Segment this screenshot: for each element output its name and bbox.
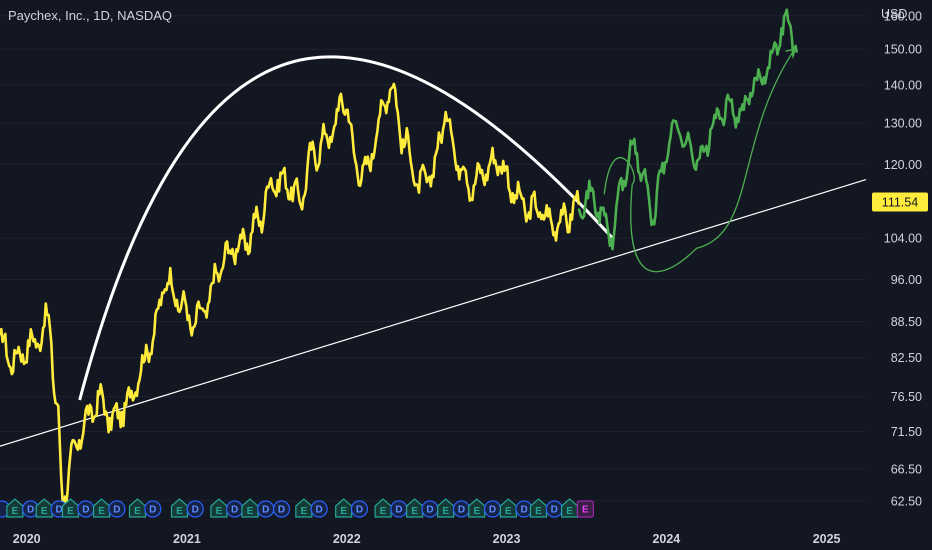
event-label: E	[411, 506, 418, 517]
event-label: E	[442, 506, 449, 517]
price-badge-bg	[872, 192, 928, 212]
arc-curve	[78, 55, 614, 401]
event-label: E	[505, 506, 512, 517]
event-label: D	[316, 505, 323, 516]
event-label: D	[520, 505, 527, 516]
arc[interactable]	[78, 55, 614, 401]
y-tick-label: 88.50	[891, 315, 922, 329]
price-badge: 111.54	[872, 192, 928, 212]
event-label: E	[134, 506, 141, 517]
trendline[interactable]	[0, 179, 867, 447]
event-label: E	[301, 506, 308, 517]
dividend-marker[interactable]	[272, 500, 291, 518]
event-label: D	[278, 505, 285, 516]
y-tick-label: 120.00	[884, 158, 922, 172]
event-label: E	[216, 506, 223, 517]
series-line-projection	[577, 8, 799, 251]
upcoming-earnings-marker[interactable]	[576, 500, 594, 518]
event-label: D	[113, 505, 120, 516]
y-tick-label: 160.00	[884, 9, 922, 23]
y-tick-label: 150.00	[884, 43, 922, 57]
x-tick-label: 2024	[652, 532, 680, 546]
series-line-historical	[0, 82, 581, 507]
event-label: D	[262, 505, 269, 516]
x-tick-label: 2025	[813, 532, 841, 546]
event-label: D	[27, 505, 34, 516]
event-label: E	[582, 505, 589, 516]
event-label: D	[82, 505, 89, 516]
historical-series	[0, 82, 581, 507]
y-tick-label: 96.00	[891, 273, 922, 287]
event-label: D	[395, 505, 402, 516]
event-label: D	[55, 505, 62, 516]
y-axis[interactable]: 62.50 66.50 71.50 76.50 82.50 88.50 96.00 104.0…	[884, 9, 922, 508]
grid	[0, 15, 866, 502]
x-tick-label: 2020	[13, 532, 41, 546]
event-label: D	[489, 505, 496, 516]
event-label: E	[41, 506, 48, 517]
dividend-marker[interactable]	[108, 500, 126, 518]
y-tick-label: 62.50	[891, 494, 922, 508]
x-tick-label: 2021	[173, 532, 201, 546]
symbol-title[interactable]: Paychex, Inc., 1D, NASDAQ	[8, 8, 173, 23]
event-label: D	[192, 505, 199, 516]
currency-label: USD	[881, 7, 907, 21]
arrow-head	[785, 48, 796, 59]
y-tick-label: 130.00	[884, 117, 922, 131]
event-label: D	[551, 505, 558, 516]
event-label: E	[380, 506, 387, 517]
y-tick-label: 71.50	[891, 425, 922, 439]
event-label: E	[67, 506, 74, 517]
event-label: D	[426, 505, 433, 516]
y-tick-label: 76.50	[891, 390, 922, 404]
dividend-marker[interactable]	[186, 500, 204, 518]
curved-arrow[interactable]	[603, 48, 796, 273]
y-tick-label: 104.00	[884, 232, 922, 246]
event-label: E	[340, 506, 347, 517]
dividend-marker[interactable]	[310, 500, 328, 518]
event-label: E	[176, 506, 183, 517]
event-label: E	[535, 506, 542, 517]
event-label: E	[12, 506, 19, 517]
x-tick-label: 2022	[333, 532, 361, 546]
trendline-line	[0, 179, 867, 447]
event-label: E	[473, 506, 480, 517]
dividend-marker[interactable]	[350, 500, 369, 518]
event-label: D	[149, 505, 156, 516]
y-tick-label: 66.50	[891, 462, 922, 476]
y-tick-label: 140.00	[884, 78, 922, 92]
x-tick-label: 2023	[493, 532, 521, 546]
event-label: D	[231, 505, 238, 516]
projection-series	[577, 8, 799, 251]
arrow-curve	[603, 48, 796, 273]
event-label: E	[247, 506, 254, 517]
x-axis[interactable]: 2020 2021 2022 2023 2024 2025	[13, 532, 841, 546]
price-badge-label: 111.54	[882, 196, 918, 210]
event-label: D	[458, 505, 465, 516]
dividend-marker[interactable]	[144, 500, 162, 518]
event-label: E	[98, 506, 105, 517]
y-tick-label: 82.50	[891, 351, 922, 365]
event-label: E	[566, 506, 573, 517]
event-label: D	[356, 505, 363, 516]
